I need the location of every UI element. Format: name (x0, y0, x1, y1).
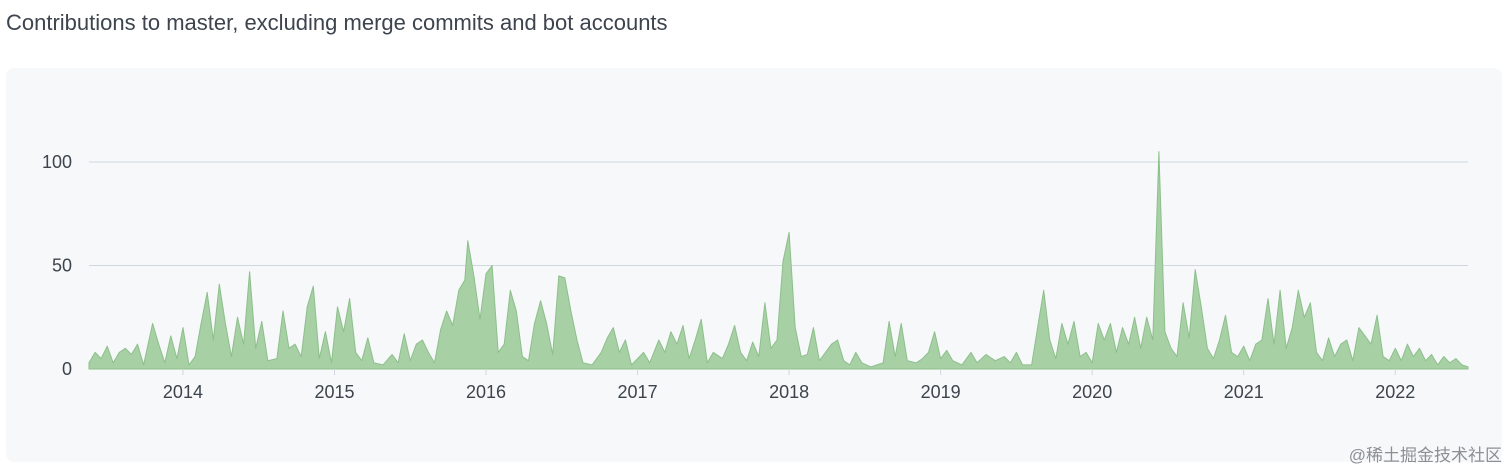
y-axis: 0 50 100 (42, 152, 72, 379)
contributions-area (88, 151, 1469, 370)
x-tick-label: 2014 (163, 382, 203, 402)
x-tick-label: 2021 (1224, 382, 1264, 402)
area-series (88, 151, 1469, 370)
x-tick-label: 2017 (618, 382, 658, 402)
x-tick-label: 2018 (769, 382, 809, 402)
y-tick-label: 0 (62, 359, 72, 379)
y-tick-label: 50 (52, 256, 72, 276)
watermark: @稀土掘金技术社区 (1348, 446, 1502, 465)
y-tick-label: 100 (42, 152, 72, 172)
x-tick-label: 2015 (314, 382, 354, 402)
x-tick-label: 2016 (466, 382, 506, 402)
chart-heading: Contributions to master, excluding merge… (6, 10, 668, 35)
x-tick-label: 2020 (1072, 382, 1112, 402)
x-axis: 2014 2015 2016 2017 2018 2019 2020 2021 2022 (163, 369, 1415, 402)
x-tick-label: 2019 (921, 382, 961, 402)
x-tick-label: 2022 (1375, 382, 1415, 402)
